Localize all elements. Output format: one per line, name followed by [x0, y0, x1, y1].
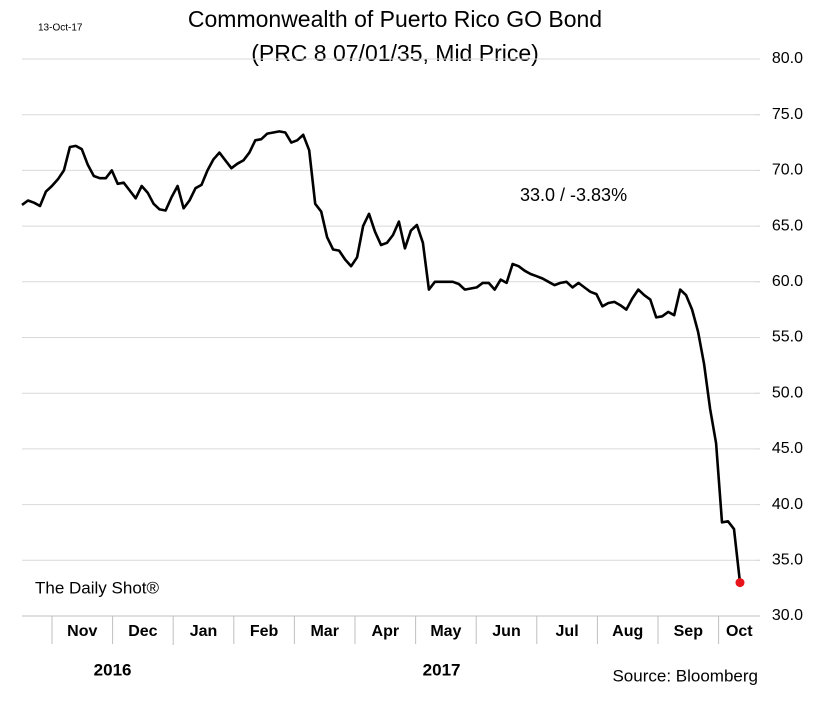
y-tick-label: 60.0 — [772, 273, 803, 290]
y-tick-label: 70.0 — [772, 162, 803, 179]
year-label: 2017 — [423, 660, 461, 679]
x-tick-label: Jul — [556, 623, 579, 640]
y-tick-label: 80.0 — [772, 50, 803, 67]
source: Source: Bloomberg — [612, 666, 758, 685]
x-tick-label: Jan — [190, 623, 218, 640]
watermark: The Daily Shot® — [35, 578, 159, 597]
last-point — [735, 578, 745, 588]
x-tick-label: May — [430, 623, 461, 640]
y-tick-label: 55.0 — [772, 329, 803, 346]
annotation: 33.0 / -3.83% — [520, 185, 627, 205]
x-tick-label: Nov — [67, 623, 97, 640]
y-tick-label: 50.0 — [772, 384, 803, 401]
x-tick-label: Oct — [726, 623, 753, 640]
x-tick-label: Feb — [250, 623, 279, 640]
date-stamp: 13-Oct-17 — [38, 23, 83, 34]
x-tick-label: Dec — [128, 623, 157, 640]
y-tick-label: 40.0 — [772, 496, 803, 513]
x-tick-label: Sep — [674, 623, 704, 640]
y-tick-label: 30.0 — [772, 607, 803, 624]
x-tick-label: Jun — [492, 623, 520, 640]
price-line — [21, 130, 742, 583]
y-tick-label: 35.0 — [772, 552, 803, 569]
y-tick-label: 75.0 — [772, 106, 803, 123]
y-tick-label: 45.0 — [772, 440, 803, 457]
x-tick-label: Aug — [612, 623, 643, 640]
chart-subtitle: (PRC 8 07/01/35, Mid Price) — [251, 40, 539, 66]
x-tick-label: Mar — [310, 623, 338, 640]
year-label: 2016 — [94, 660, 132, 679]
y-tick-label: 65.0 — [772, 217, 803, 234]
x-tick-label: Apr — [372, 623, 400, 640]
chart-title: Commonwealth of Puerto Rico GO Bond — [188, 6, 602, 32]
